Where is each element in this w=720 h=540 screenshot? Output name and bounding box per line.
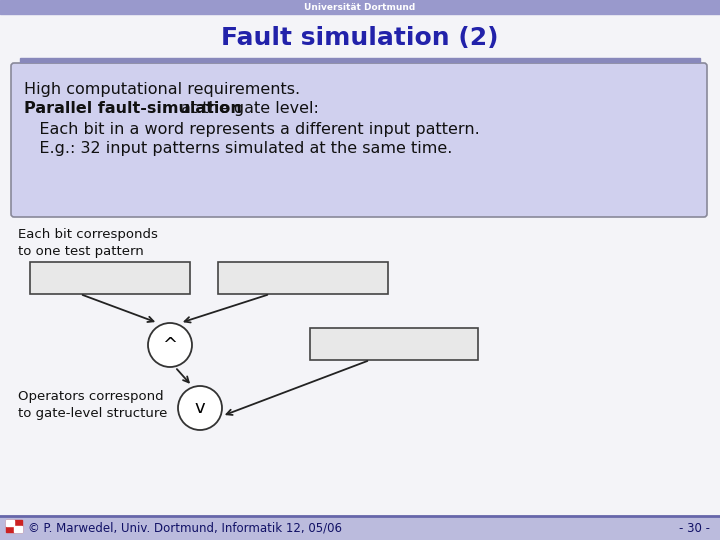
Bar xyxy=(20,58,700,62)
FancyBboxPatch shape xyxy=(11,63,707,217)
Text: Universität Dortmund: Universität Dortmund xyxy=(305,3,415,11)
Text: Each bit corresponds
to one test pattern: Each bit corresponds to one test pattern xyxy=(18,228,158,258)
Bar xyxy=(310,328,478,360)
Bar xyxy=(0,0,720,14)
Bar xyxy=(0,516,720,540)
Text: ^: ^ xyxy=(163,336,178,354)
Bar xyxy=(6,520,14,526)
Text: Operators correspond
to gate-level structure: Operators correspond to gate-level struc… xyxy=(18,390,167,420)
Text: Each bit in a word represents a different input pattern.: Each bit in a word represents a differen… xyxy=(24,122,480,137)
Text: Parallel fault-simulation: Parallel fault-simulation xyxy=(24,101,242,116)
Text: v: v xyxy=(194,399,205,417)
Text: at the gate level:: at the gate level: xyxy=(176,101,319,116)
Circle shape xyxy=(178,386,222,430)
Text: Fault simulation (2): Fault simulation (2) xyxy=(221,26,499,50)
Bar xyxy=(6,520,22,532)
Bar xyxy=(14,526,22,532)
Circle shape xyxy=(148,323,192,367)
Text: High computational requirements.: High computational requirements. xyxy=(24,82,300,97)
Text: E.g.: 32 input patterns simulated at the same time.: E.g.: 32 input patterns simulated at the… xyxy=(24,141,452,156)
Text: - 30 -: - 30 - xyxy=(679,522,710,535)
Text: © P. Marwedel, Univ. Dortmund, Informatik 12, 05/06: © P. Marwedel, Univ. Dortmund, Informati… xyxy=(28,522,342,535)
Bar xyxy=(30,262,190,294)
Bar xyxy=(218,262,388,294)
